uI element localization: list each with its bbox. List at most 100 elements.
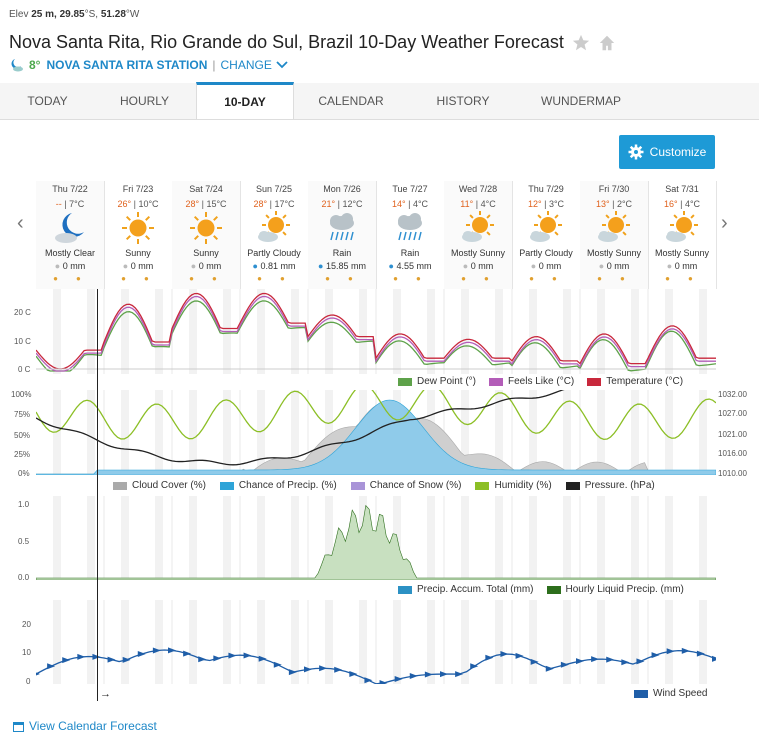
day-high: 13° bbox=[595, 199, 610, 209]
chance-precip-swatch bbox=[219, 481, 234, 490]
tab-history[interactable]: HISTORY bbox=[436, 94, 490, 108]
night-band bbox=[444, 289, 452, 374]
moon-cloud-icon bbox=[36, 210, 104, 248]
night-band bbox=[529, 496, 537, 580]
wind-direction-arrow-icon bbox=[440, 671, 448, 678]
night-band bbox=[36, 600, 44, 684]
night-band bbox=[325, 390, 333, 475]
day-precip: ● 15.85 mm bbox=[308, 261, 376, 271]
day-hi-lo: 14° | 4°C bbox=[391, 199, 429, 209]
night-band bbox=[155, 289, 163, 374]
day-date: Sun 7/25 bbox=[255, 184, 293, 194]
next-arrow-icon[interactable]: › bbox=[721, 212, 728, 234]
wind-direction-arrow-icon bbox=[576, 658, 584, 665]
night-band bbox=[172, 600, 180, 684]
night-band bbox=[427, 496, 435, 580]
c4-ytick-10: 10 bbox=[22, 648, 31, 657]
c3-ytick-05: 0.5 bbox=[18, 537, 30, 546]
wind-direction-arrow-icon bbox=[228, 652, 237, 659]
night-band bbox=[444, 600, 452, 684]
partly-cloudy-icon bbox=[240, 210, 308, 248]
night-band bbox=[461, 600, 469, 684]
c4-ytick-0: 0 bbox=[26, 677, 31, 686]
star-icon[interactable] bbox=[572, 34, 590, 52]
day-column: Fri 7/30 13° | 2°C Mostly Sunny ● 0 mm ●● bbox=[580, 181, 649, 289]
customize-button[interactable]: Customize bbox=[619, 135, 715, 169]
night-band bbox=[308, 496, 316, 580]
longitude: 51.28 bbox=[100, 9, 126, 20]
night-band bbox=[648, 496, 656, 580]
temperature-chart bbox=[35, 289, 717, 399]
humidity-chart bbox=[35, 365, 717, 476]
tab-10-day[interactable]: 10-DAY bbox=[196, 82, 294, 119]
day-high: 21° bbox=[321, 199, 336, 209]
wind-direction-arrow-icon bbox=[470, 663, 479, 670]
night-band bbox=[563, 289, 571, 374]
tab-today[interactable]: TODAY bbox=[27, 94, 68, 108]
night-band bbox=[104, 600, 112, 684]
night-band bbox=[206, 496, 214, 580]
wind-direction-arrow-icon bbox=[168, 647, 176, 654]
night-band bbox=[308, 390, 316, 475]
night-band bbox=[189, 600, 197, 684]
chance-snow-swatch bbox=[350, 481, 365, 490]
day-column: Thu 7/29 12° | 3°C Partly Cloudy ● 0 mm ●● bbox=[512, 181, 581, 289]
sun-icon bbox=[172, 210, 240, 248]
night-band bbox=[648, 390, 656, 475]
day-condition: Mostly Clear bbox=[44, 248, 95, 258]
view-calendar-link[interactable]: View Calendar Forecast bbox=[13, 719, 157, 733]
droplet-icon: ● bbox=[388, 261, 394, 271]
tabs-background bbox=[0, 83, 759, 119]
c1-ytick-20: 20 C bbox=[14, 308, 31, 317]
night-band bbox=[614, 496, 622, 580]
cloud-cover-swatch bbox=[113, 481, 127, 490]
night-band bbox=[257, 496, 265, 580]
droplet-icon: ● bbox=[598, 261, 605, 271]
night-band bbox=[206, 390, 214, 475]
sun-indicator-icon: ●● bbox=[597, 274, 643, 283]
night-band bbox=[240, 390, 248, 475]
day-column: Sat 7/31 16° | 4°C Mostly Sunny ● 0 mm ●● bbox=[648, 181, 717, 289]
night-band bbox=[682, 496, 690, 580]
night-band bbox=[223, 600, 231, 684]
night-band bbox=[87, 390, 95, 475]
day-precip-value: 0.81 mm bbox=[260, 261, 296, 271]
sun-indicator-icon: ●● bbox=[121, 274, 167, 283]
day-condition: Sunny bbox=[125, 248, 151, 258]
day-high: 28° bbox=[185, 199, 200, 209]
c1-legend: Dew Point (°) Feels Like (°C) Temperatur… bbox=[398, 376, 683, 387]
day-low: 12°C bbox=[342, 199, 363, 209]
precip-accum-swatch bbox=[398, 585, 412, 594]
night-band bbox=[121, 390, 129, 475]
night-band bbox=[342, 600, 350, 684]
c4-ytick-20: 20 bbox=[22, 620, 31, 629]
night-band bbox=[410, 496, 418, 580]
tab-hourly[interactable]: HOURLY bbox=[119, 94, 170, 108]
station-row: 8° NOVA SANTA RITA STATION | CHANGE bbox=[9, 58, 289, 72]
night-band bbox=[172, 496, 180, 580]
c2-legend: Cloud Cover (%) Chance of Precip. (%) Ch… bbox=[113, 480, 655, 491]
night-band bbox=[342, 289, 350, 374]
day-high: -- bbox=[55, 199, 62, 209]
chevron-down-icon[interactable] bbox=[275, 60, 289, 70]
title-row: Nova Santa Rita, Rio Grande do Sul, Braz… bbox=[9, 32, 616, 53]
tab-wundermap[interactable]: WUNDERMAP bbox=[541, 94, 621, 108]
night-band bbox=[495, 496, 503, 580]
droplet-icon: ● bbox=[190, 261, 197, 271]
prev-arrow-icon[interactable]: ‹ bbox=[17, 212, 24, 234]
day-precip-value: 0 mm bbox=[470, 261, 494, 271]
night-band bbox=[614, 390, 622, 475]
change-station-link[interactable]: CHANGE bbox=[220, 58, 272, 72]
station-name[interactable]: NOVA SANTA RITA STATION bbox=[46, 58, 208, 72]
night-band bbox=[240, 496, 248, 580]
wind-direction-arrow-icon bbox=[666, 648, 675, 655]
night-band bbox=[376, 289, 384, 374]
home-icon[interactable] bbox=[598, 34, 616, 52]
night-band bbox=[121, 600, 129, 684]
c3-ytick-1: 1.0 bbox=[18, 500, 30, 509]
day-precip-value: 0 mm bbox=[198, 261, 222, 271]
day-hi-lo: 28° | 17°C bbox=[253, 199, 295, 209]
tab-calendar[interactable]: CALENDAR bbox=[318, 94, 384, 108]
day-hi-lo: 26° | 10°C bbox=[117, 199, 159, 209]
lat-dir: °S, bbox=[84, 9, 99, 20]
